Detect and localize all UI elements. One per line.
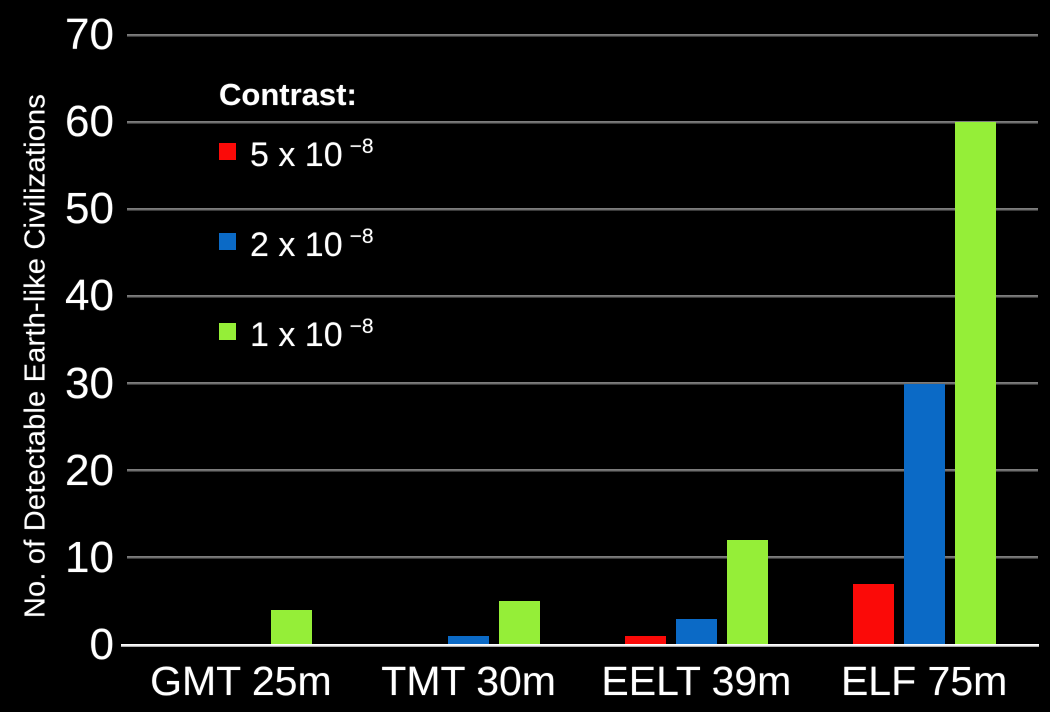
gridline-20	[127, 469, 1038, 473]
y-tick-label-40: 40	[65, 271, 114, 321]
x-axis-line	[121, 644, 1039, 647]
legend: Contrast: 5 x 10 −8 2 x 10 −8 1 x 10 −8	[219, 76, 374, 354]
x-axis-labels: GMT 25m TMT 30m EELT 39m ELF 75m	[127, 659, 1038, 703]
gridline-30	[127, 382, 1038, 386]
bar	[675, 618, 717, 645]
legend-item: 1 x 10 −8	[219, 309, 374, 354]
bar	[726, 540, 768, 645]
bar	[448, 636, 490, 645]
green-swatch-icon	[219, 322, 236, 340]
legend-item-label: 5 x 10 −8	[250, 135, 374, 174]
gridline-10	[127, 556, 1038, 560]
bar-group-elf-75m	[810, 35, 1038, 645]
bar	[852, 584, 894, 645]
y-tick-label-50: 50	[65, 184, 114, 234]
legend-item: 2 x 10 −8	[219, 219, 374, 264]
bar-group-tmt-30m	[355, 35, 583, 645]
bar-groups	[127, 35, 1038, 645]
y-axis-title: No. of Detectable Earth-like Civilizatio…	[19, 93, 52, 619]
y-tick-label-70: 70	[65, 10, 114, 59]
blue-swatch-icon	[219, 232, 236, 250]
x-axis-label: GMT 25m	[150, 658, 332, 704]
legend-item-exponent: −8	[349, 135, 374, 158]
y-tick-label-30: 30	[65, 358, 114, 408]
gridline-50	[127, 207, 1038, 211]
gridline-60	[127, 120, 1038, 124]
legend-item: 5 x 10 −8	[219, 129, 374, 174]
legend-items: 5 x 10 −8 2 x 10 −8 1 x 10 −8	[219, 129, 374, 354]
gridline-70	[127, 33, 1038, 37]
legend-item-label: 2 x 10 −8	[250, 225, 374, 264]
x-axis-label: ELF 75m	[840, 658, 1008, 704]
bar	[903, 383, 945, 645]
bar	[624, 636, 666, 645]
red-swatch-icon	[219, 142, 236, 160]
bar-group-gmt-25m	[127, 35, 355, 645]
legend-title: Contrast:	[219, 77, 357, 112]
y-tick-label-60: 60	[65, 97, 114, 147]
x-axis-label: EELT 39m	[601, 658, 792, 704]
legend-item-exponent: −8	[349, 315, 374, 338]
legend-item-label: 1 x 10 −8	[250, 315, 374, 354]
bar	[499, 601, 541, 645]
y-tick-label-0: 0	[89, 620, 114, 669]
gridline-40	[127, 294, 1038, 298]
x-axis-label: TMT 30m	[381, 658, 556, 704]
y-tick-label-20: 20	[65, 445, 114, 495]
bar-group-eelt-39m	[583, 35, 811, 645]
legend-item-exponent: −8	[349, 225, 374, 248]
plot-area: 0 10 20 30 40 50 60 70	[65, 13, 1039, 667]
bar	[271, 610, 313, 645]
bar	[954, 122, 996, 645]
y-tick-label-10: 10	[65, 532, 114, 582]
